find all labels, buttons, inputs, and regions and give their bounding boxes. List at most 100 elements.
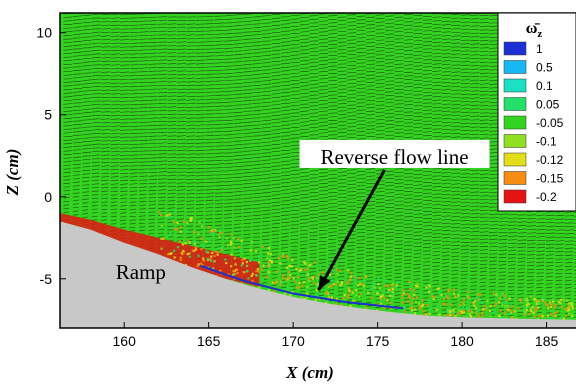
- velocity-vector: [356, 231, 366, 234]
- velocity-vector: [205, 37, 215, 39]
- velocity-vector: [167, 66, 177, 69]
- velocity-vector: [262, 177, 272, 179]
- velocity-vector: [63, 157, 72, 159]
- velocity-vector: [205, 196, 214, 198]
- velocity-vector: [309, 61, 319, 64]
- velocity-vector: [262, 72, 272, 75]
- speckle-cell: [462, 311, 465, 314]
- velocity-vector: [129, 168, 139, 171]
- velocity-vector: [290, 242, 299, 244]
- velocity-vector: [460, 17, 470, 20]
- velocity-vector: [451, 24, 461, 26]
- velocity-vector: [479, 21, 489, 24]
- velocity-vector: [214, 145, 224, 147]
- speckle-cell: [422, 310, 425, 313]
- speckle-cell: [308, 264, 311, 267]
- speckle-cell: [554, 303, 557, 307]
- velocity-vector: [139, 49, 149, 51]
- velocity-vector: [101, 71, 111, 73]
- velocity-vector: [299, 63, 309, 66]
- velocity-vector: [479, 271, 487, 273]
- velocity-vector: [385, 177, 395, 180]
- velocity-vector: [120, 226, 126, 229]
- velocity-vector: [82, 133, 92, 136]
- velocity-vector: [385, 188, 395, 191]
- velocity-vector: [489, 83, 499, 85]
- velocity-vector: [489, 18, 499, 20]
- velocity-vector: [120, 190, 128, 193]
- speckle-cell: [495, 293, 498, 296]
- velocity-vector: [479, 288, 487, 291]
- velocity-vector: [366, 42, 376, 44]
- velocity-vector: [271, 93, 281, 95]
- velocity-vector: [82, 21, 92, 24]
- velocity-vector: [432, 197, 442, 199]
- velocity-vector: [385, 94, 395, 97]
- velocity-vector: [271, 194, 281, 196]
- speckle-cell: [348, 290, 351, 294]
- velocity-vector: [91, 49, 101, 52]
- velocity-vector: [545, 254, 555, 256]
- velocity-vector: [441, 38, 451, 40]
- velocity-vector: [536, 246, 545, 249]
- velocity-vector: [460, 93, 470, 95]
- velocity-vector: [299, 200, 309, 203]
- speckle-cell: [498, 293, 501, 296]
- velocity-vector: [139, 168, 148, 170]
- velocity-vector: [460, 237, 470, 240]
- velocity-vector: [271, 179, 281, 182]
- velocity-vector: [375, 17, 385, 20]
- velocity-vector: [366, 132, 376, 134]
- velocity-vector: [375, 61, 385, 63]
- velocity-vector: [564, 229, 574, 231]
- speckle-cell: [465, 307, 468, 310]
- velocity-vector: [167, 113, 177, 115]
- velocity-vector: [328, 15, 338, 17]
- velocity-vector: [129, 13, 139, 16]
- speckle-cell: [449, 313, 452, 317]
- speckle-cell: [474, 307, 478, 310]
- velocity-vector: [233, 79, 243, 81]
- velocity-vector: [366, 52, 376, 55]
- velocity-vector: [385, 206, 395, 209]
- velocity-vector: [394, 272, 402, 275]
- velocity-vector: [167, 88, 177, 90]
- velocity-vector: [129, 215, 136, 218]
- velocity-vector: [441, 276, 449, 279]
- velocity-vector: [205, 160, 215, 162]
- velocity-vector: [517, 264, 526, 267]
- velocity-vector: [489, 94, 499, 96]
- speckle-cell: [379, 295, 383, 298]
- speckle-cell: [279, 262, 282, 265]
- velocity-vector: [299, 117, 309, 120]
- speckle-cell: [377, 283, 380, 286]
- velocity-vector: [224, 83, 234, 85]
- velocity-vector: [167, 41, 177, 43]
- velocity-vector: [356, 257, 365, 259]
- speckle-cell: [262, 264, 265, 267]
- velocity-vector: [347, 259, 355, 261]
- velocity-vector: [214, 217, 223, 219]
- velocity-vector: [460, 136, 470, 139]
- velocity-vector: [271, 78, 281, 81]
- velocity-vector: [72, 131, 82, 133]
- velocity-vector: [479, 195, 489, 197]
- velocity-vector: [441, 103, 451, 105]
- speckle-cell: [233, 246, 236, 249]
- velocity-vector: [91, 96, 101, 99]
- velocity-vector: [280, 153, 291, 155]
- velocity-vector: [129, 172, 139, 174]
- speckle-cell: [158, 210, 161, 213]
- velocity-vector: [280, 66, 291, 68]
- speckle-cell: [392, 294, 395, 297]
- velocity-vector: [460, 86, 470, 88]
- velocity-vector: [91, 13, 101, 16]
- velocity-vector: [252, 95, 262, 97]
- velocity-vector: [110, 28, 120, 30]
- velocity-vector: [186, 124, 196, 126]
- velocity-vector: [176, 128, 186, 130]
- velocity-vector: [252, 229, 261, 231]
- velocity-vector: [328, 29, 338, 31]
- velocity-vector: [470, 111, 480, 114]
- speckle-cell: [571, 307, 575, 310]
